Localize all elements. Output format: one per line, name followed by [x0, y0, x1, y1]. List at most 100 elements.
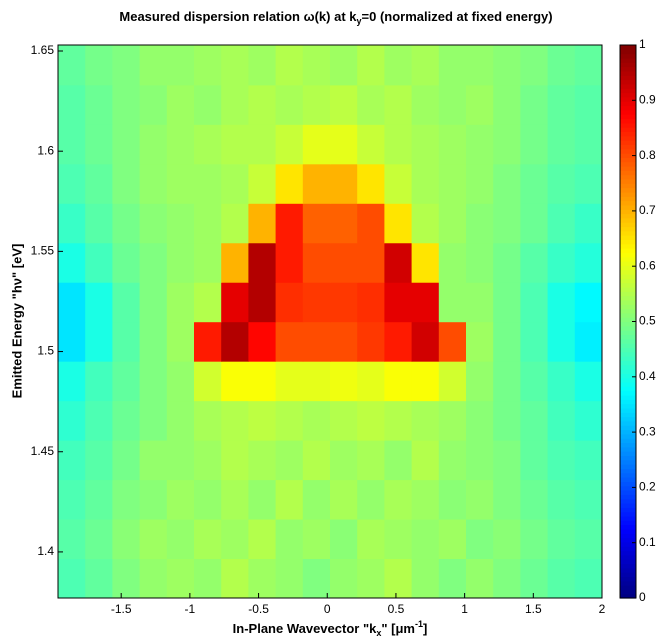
colorbar-tick-label: 0.4	[639, 369, 656, 383]
heat-cell	[85, 558, 113, 599]
heat-cell	[112, 282, 141, 323]
heat-cell	[330, 440, 358, 481]
heat-cell	[574, 400, 603, 441]
heat-cell	[221, 242, 249, 283]
heat-cell	[520, 558, 549, 599]
heat-cell	[411, 361, 440, 402]
heat-cell	[139, 440, 168, 481]
colorbar-swatch	[620, 200, 636, 206]
heat-cell	[411, 558, 440, 599]
heat-cell	[384, 321, 413, 362]
colorbar-swatch	[620, 425, 636, 431]
colorbar-swatch	[620, 114, 636, 120]
heat-cell	[574, 321, 603, 362]
heat-cell	[411, 203, 440, 244]
colorbar-swatch	[620, 325, 636, 331]
heat-cell	[330, 321, 358, 362]
heat-cell	[384, 45, 413, 86]
heat-cell	[438, 400, 467, 441]
heat-cell	[330, 45, 358, 86]
heat-cell	[547, 282, 576, 323]
heat-cell	[357, 163, 385, 204]
colorbar-swatch	[620, 174, 636, 180]
heat-cell	[275, 282, 304, 323]
heat-cell	[221, 203, 249, 244]
heat-cell	[466, 519, 494, 560]
heat-cell	[547, 479, 576, 520]
heat-cell	[139, 479, 168, 520]
colorbar-swatch	[620, 217, 636, 223]
heat-cell	[411, 84, 440, 125]
heat-cell	[547, 519, 576, 560]
heat-cell	[112, 203, 141, 244]
heat-cell	[438, 321, 467, 362]
heat-cell	[438, 282, 467, 323]
heat-cell	[574, 361, 603, 402]
y-tick-label: 1.65	[31, 43, 55, 57]
heat-cell	[466, 479, 494, 520]
heat-cell	[275, 400, 304, 441]
y-tick-label: 1.55	[31, 244, 55, 258]
heat-cell	[357, 282, 385, 323]
colorbar-tick-label: 0	[639, 590, 646, 604]
heat-cell	[330, 558, 358, 599]
colorbar-swatch	[620, 438, 636, 444]
heat-cell	[520, 479, 549, 520]
colorbar-swatch	[620, 304, 636, 310]
colorbar-swatch	[620, 312, 636, 318]
heat-cell	[85, 163, 113, 204]
heat-cell	[466, 361, 494, 402]
colorbar-swatch	[620, 45, 636, 50]
heat-cell	[384, 440, 413, 481]
colorbar-swatch	[620, 196, 636, 202]
heat-cell	[547, 558, 576, 599]
heat-cell	[466, 84, 494, 125]
heat-cell	[466, 440, 494, 481]
colorbar-swatch	[620, 433, 636, 439]
colorbar-swatch	[620, 295, 636, 301]
colorbar-swatch	[620, 468, 636, 474]
heat-cell	[112, 163, 141, 204]
y-tick-label: 1.5	[37, 344, 54, 358]
heat-cell	[302, 124, 331, 165]
colorbar-swatch	[620, 70, 636, 76]
colorbar-swatch	[620, 386, 636, 392]
heat-cell	[438, 45, 467, 86]
heat-cell	[302, 479, 331, 520]
colorbar-swatch	[620, 403, 636, 409]
heat-cell	[330, 84, 358, 125]
heat-cell	[85, 124, 113, 165]
colorbar-swatch	[620, 334, 636, 340]
heat-cell	[384, 558, 413, 599]
heat-cell	[493, 84, 521, 125]
colorbar-swatch	[620, 572, 636, 577]
colorbar-swatch	[620, 559, 636, 565]
heat-cell	[194, 479, 222, 520]
heat-cell	[112, 440, 141, 481]
heat-cell	[493, 45, 521, 86]
heat-cell	[493, 163, 521, 204]
colorbar-swatch	[620, 230, 636, 236]
heat-cell	[357, 400, 385, 441]
colorbar-swatch	[620, 373, 636, 379]
heat-cell	[85, 282, 113, 323]
colorbar-swatch	[620, 75, 636, 81]
heat-cell	[221, 163, 249, 204]
heat-cell	[248, 282, 277, 323]
heat-cell	[112, 400, 141, 441]
colorbar-swatch	[620, 412, 636, 418]
heat-cell	[493, 440, 521, 481]
heat-cell	[139, 558, 168, 599]
heat-cell	[466, 242, 494, 283]
heat-cell	[85, 519, 113, 560]
heat-cell	[248, 519, 277, 560]
heat-cell	[411, 440, 440, 481]
heat-cell	[384, 400, 413, 441]
heat-cell	[139, 361, 168, 402]
heat-cell	[330, 163, 358, 204]
heat-cell	[58, 361, 86, 402]
colorbar-swatch	[620, 537, 636, 543]
heat-cell	[58, 163, 86, 204]
heat-cell	[520, 400, 549, 441]
heat-cell	[493, 361, 521, 402]
